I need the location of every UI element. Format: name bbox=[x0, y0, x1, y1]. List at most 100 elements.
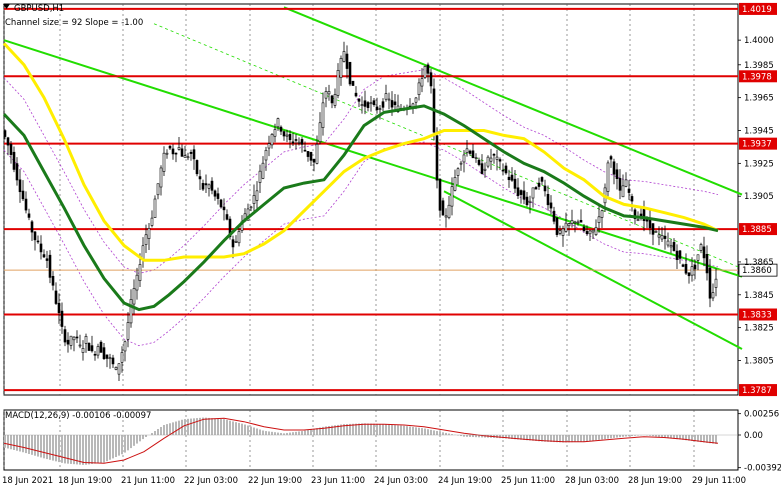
candle-body bbox=[108, 357, 112, 360]
chart-subtitle: Channel size = 92 Slope = -1.00 bbox=[5, 18, 143, 28]
candle-body bbox=[102, 347, 106, 359]
macd-bar bbox=[130, 435, 132, 449]
macd-bar bbox=[214, 418, 216, 435]
macd-bar bbox=[430, 429, 432, 435]
macd-bar bbox=[418, 427, 420, 435]
macd-bar bbox=[259, 429, 261, 435]
y-tick-label: 1.3845 bbox=[744, 291, 774, 301]
candle-body bbox=[708, 267, 712, 299]
macd-bar bbox=[127, 435, 129, 451]
candle-body bbox=[84, 336, 88, 344]
macd-bar bbox=[346, 424, 348, 435]
candle-body bbox=[435, 135, 439, 181]
candle-body bbox=[441, 200, 445, 216]
macd-bar bbox=[571, 435, 573, 443]
macd-bar bbox=[64, 435, 66, 464]
macd-bar bbox=[280, 432, 282, 435]
candle-body bbox=[6, 137, 10, 146]
macd-bar bbox=[715, 435, 717, 444]
macd-bar bbox=[631, 435, 633, 436]
level-label-box bbox=[739, 137, 777, 150]
candle-body bbox=[456, 168, 460, 176]
x-tick-label: 22 Jun 03:00 bbox=[184, 476, 238, 486]
candle-body bbox=[87, 342, 91, 351]
macd-bar bbox=[100, 435, 102, 463]
macd-bar bbox=[229, 420, 231, 435]
macd-bar bbox=[421, 428, 423, 435]
macd-bar bbox=[388, 424, 390, 435]
macd-bar bbox=[589, 435, 591, 441]
macd-bar bbox=[625, 435, 627, 437]
macd-bar bbox=[196, 418, 198, 435]
macd-bar bbox=[151, 433, 153, 435]
x-tick-label: 29 Jun 11:00 bbox=[692, 476, 746, 486]
candle-body bbox=[693, 264, 697, 270]
candle-body bbox=[189, 152, 193, 154]
candle-body bbox=[699, 244, 703, 251]
macd-bar bbox=[424, 428, 426, 435]
macd-bar bbox=[706, 435, 708, 443]
candle-body bbox=[198, 176, 202, 180]
macd-bar bbox=[76, 435, 78, 465]
macd-bar bbox=[241, 423, 243, 435]
macd-bar bbox=[481, 435, 483, 438]
x-tick-label: 18 Jun 2021 bbox=[2, 476, 53, 486]
macd-bar bbox=[103, 435, 105, 463]
candle-body bbox=[75, 336, 79, 339]
macd-bar bbox=[475, 435, 477, 438]
candle-body bbox=[474, 157, 478, 159]
candle-body bbox=[9, 144, 13, 155]
candle-body bbox=[447, 204, 451, 218]
candle-body bbox=[606, 162, 610, 192]
candle-body bbox=[192, 149, 196, 160]
macd-bar bbox=[223, 419, 225, 435]
candle-body bbox=[453, 177, 457, 191]
candle-body bbox=[597, 216, 601, 223]
macd-bar bbox=[460, 435, 462, 437]
macd-bar bbox=[400, 425, 402, 435]
candle-body bbox=[471, 150, 475, 159]
macd-bar bbox=[373, 423, 375, 435]
candle-body bbox=[36, 240, 40, 243]
candle-body bbox=[45, 258, 49, 261]
macd-bar bbox=[244, 424, 246, 435]
candle-body bbox=[681, 264, 685, 267]
macd-bar bbox=[367, 423, 369, 435]
level-label: 1.3937 bbox=[742, 140, 772, 150]
candle-body bbox=[585, 231, 589, 234]
macd-bar bbox=[94, 435, 96, 464]
macd-bar bbox=[331, 425, 333, 435]
macd-bar bbox=[322, 426, 324, 435]
candle-body bbox=[249, 206, 253, 209]
macd-bar bbox=[184, 419, 186, 435]
macd-bar bbox=[73, 435, 75, 465]
candle-body bbox=[381, 101, 385, 108]
candle-body bbox=[351, 80, 355, 86]
macd-bar bbox=[166, 424, 168, 435]
macd-bar bbox=[70, 435, 72, 464]
candle-body bbox=[666, 240, 670, 246]
macd-bar bbox=[580, 435, 582, 442]
macd-bar bbox=[328, 426, 330, 435]
candle-body bbox=[675, 250, 679, 260]
candle-body bbox=[366, 102, 370, 108]
macd-bar bbox=[565, 435, 567, 443]
macd-bar bbox=[370, 423, 372, 435]
macd-bar bbox=[556, 435, 558, 443]
candle-body bbox=[480, 163, 484, 174]
candle-body bbox=[609, 156, 613, 160]
candle-body bbox=[579, 220, 583, 223]
macd-bar bbox=[61, 435, 63, 463]
candle-body bbox=[144, 234, 148, 245]
candle-body bbox=[183, 155, 187, 158]
macd-bar bbox=[55, 435, 57, 462]
macd-bar bbox=[106, 435, 108, 462]
macd-tick-label: 0.00 bbox=[744, 431, 763, 441]
macd-bar bbox=[277, 432, 279, 435]
candle-body bbox=[3, 130, 7, 137]
candle-body bbox=[519, 190, 523, 195]
chevron-down-icon[interactable] bbox=[3, 4, 10, 9]
candle-body bbox=[300, 139, 304, 145]
macd-bar bbox=[238, 422, 240, 435]
macd-bar bbox=[553, 435, 555, 443]
